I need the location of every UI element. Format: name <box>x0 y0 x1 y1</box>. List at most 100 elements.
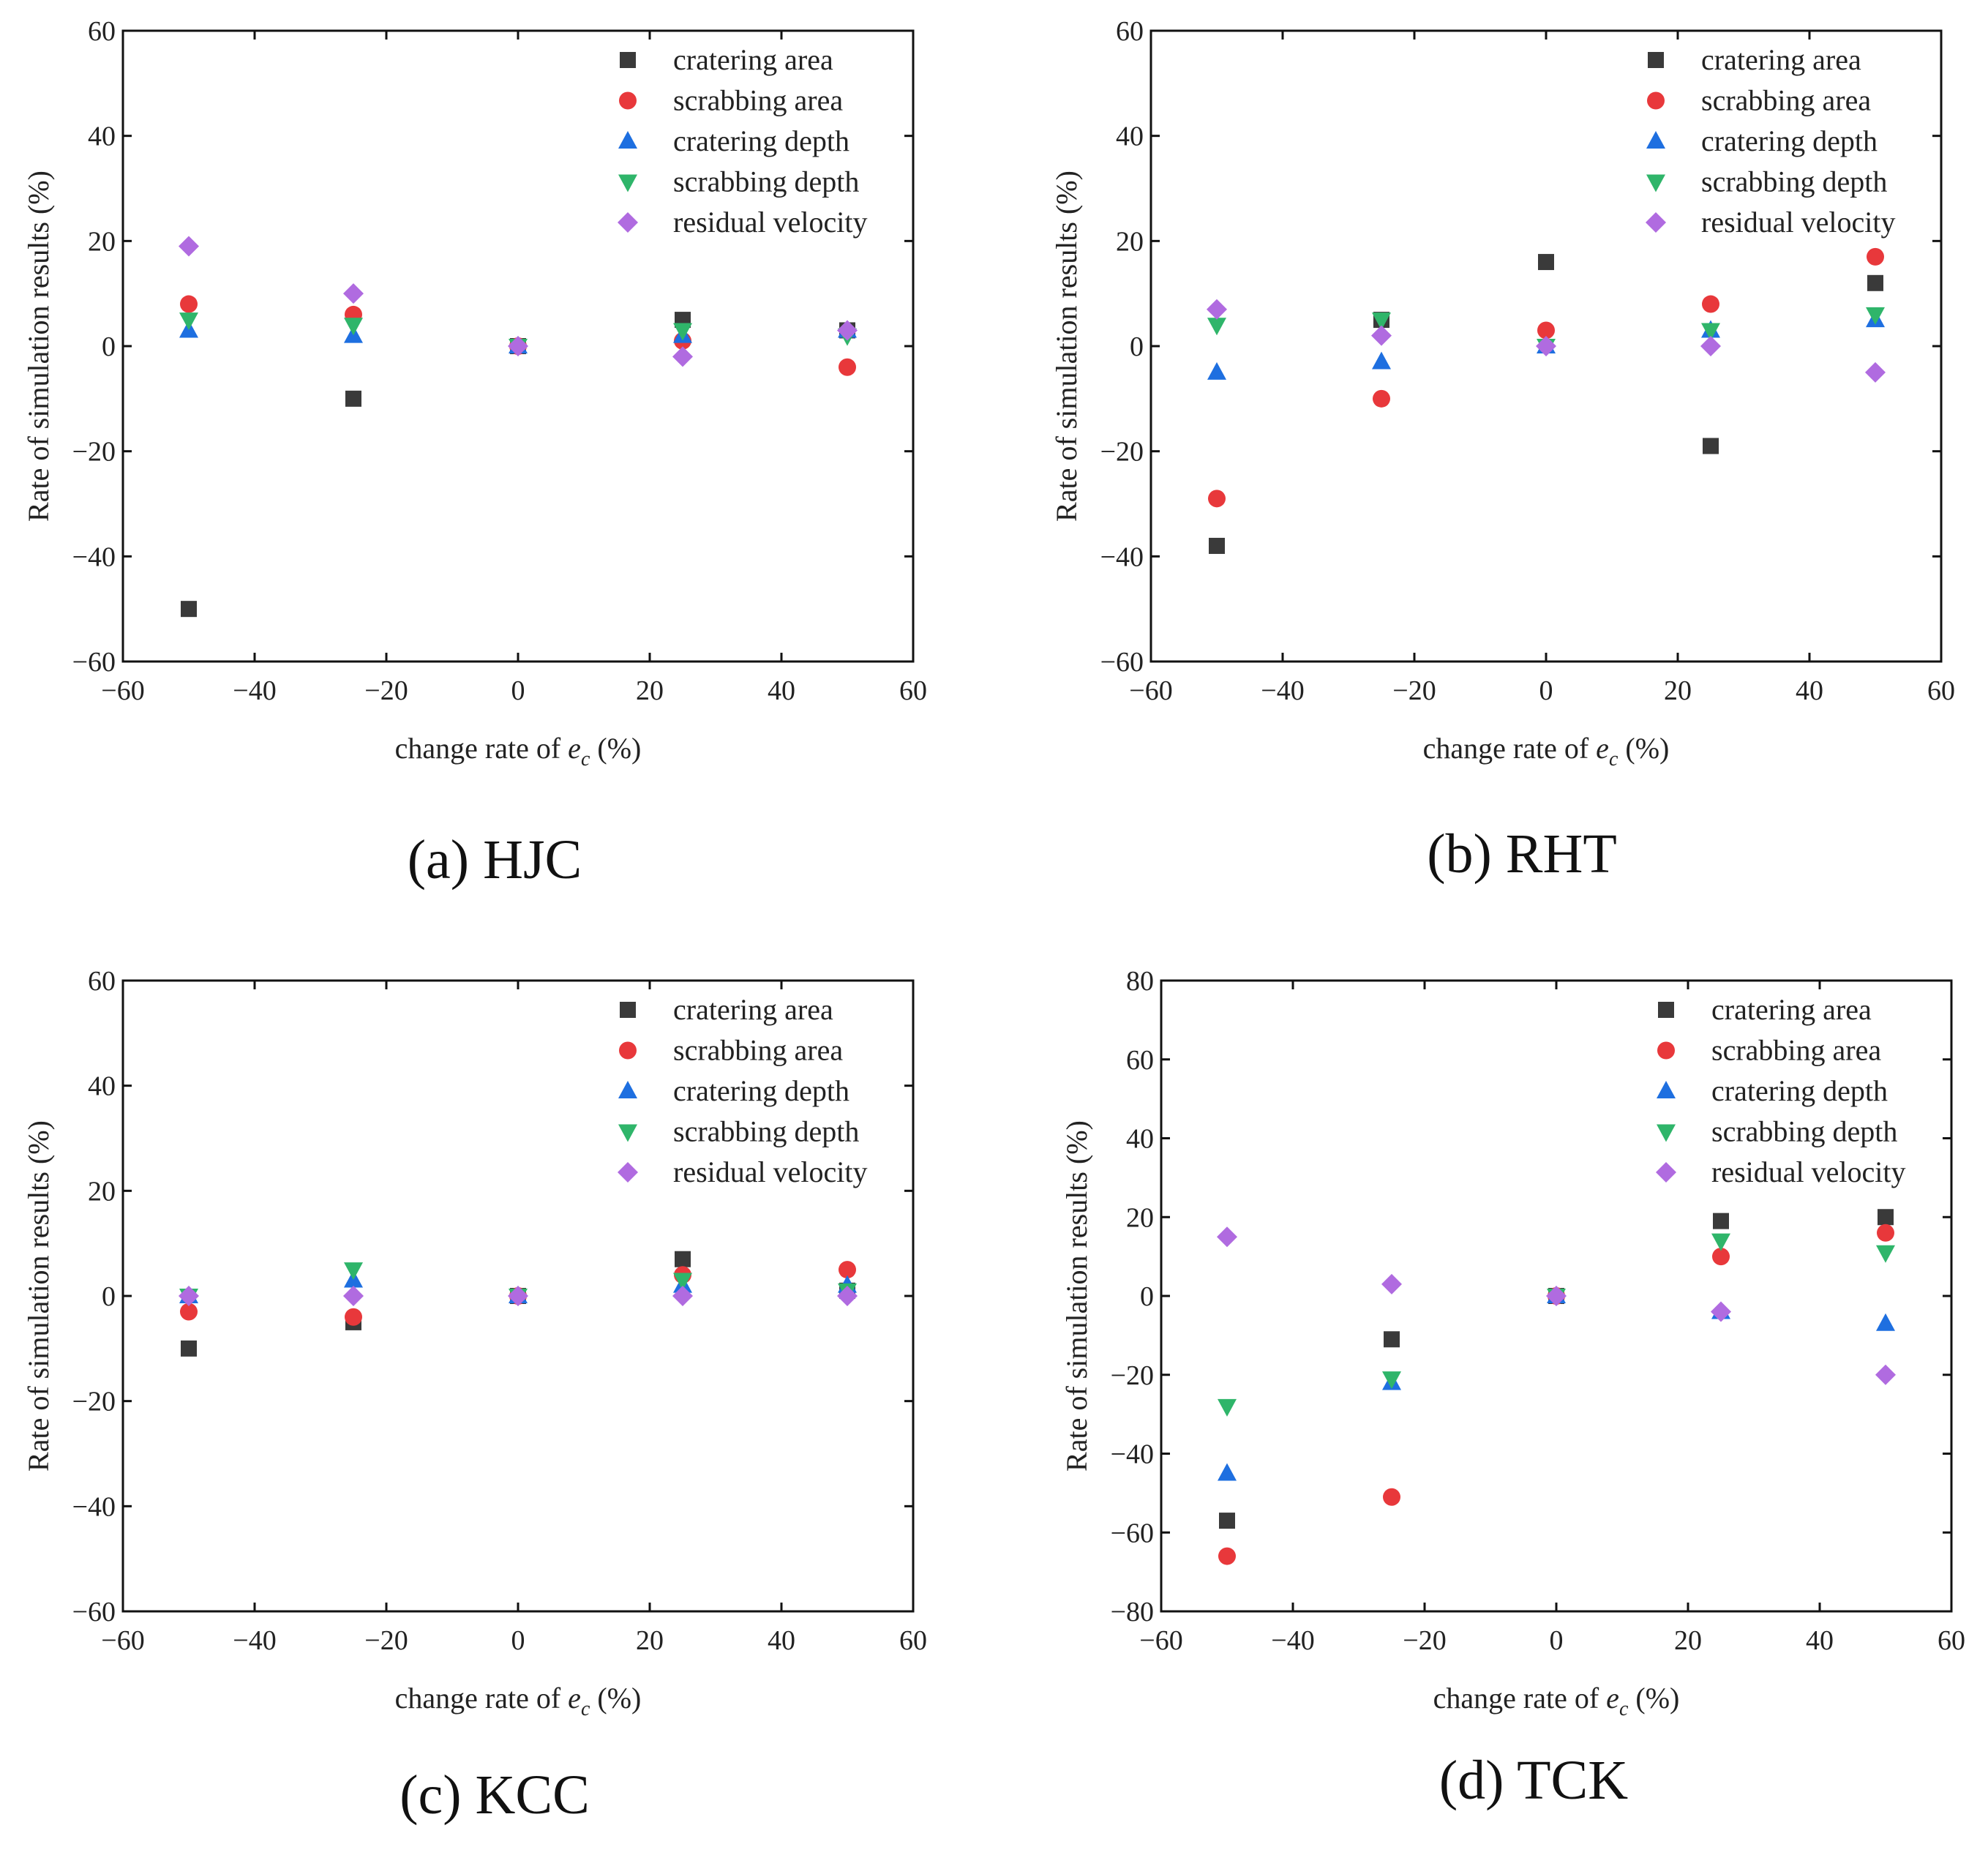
y-tick-label: −60 <box>1111 1518 1154 1548</box>
point-cratering-depth <box>1218 1463 1237 1481</box>
legend-label: residual velocity <box>673 206 867 239</box>
point-scrabbing-depth <box>179 312 198 331</box>
point-cratering-area <box>1219 1513 1235 1529</box>
x-tick-label: −60 <box>101 675 144 706</box>
point-cratering-depth <box>1876 1313 1895 1331</box>
legend-label: scrabbing area <box>1711 1034 1881 1067</box>
x-tick-label: 60 <box>899 675 927 706</box>
legend-marker-residual-velocity <box>1656 1162 1676 1183</box>
point-scrabbing-depth <box>344 1262 363 1281</box>
x-tick-label: 20 <box>636 675 664 706</box>
legend-marker-scrabbing-area <box>619 91 637 110</box>
y-tick-label: −20 <box>72 1387 116 1417</box>
point-cratering-area <box>1209 537 1225 554</box>
y-axis-title: Rate of simulation results (%) <box>1050 171 1083 522</box>
legend-marker-cratering-area <box>1648 52 1664 68</box>
point-scrabbing-area <box>1537 321 1555 340</box>
point-residual-velocity <box>1207 299 1227 320</box>
point-residual-velocity <box>1536 336 1556 356</box>
y-tick-label: 60 <box>88 16 116 47</box>
legend-marker-cratering-depth <box>1646 131 1665 149</box>
legend-label: scrabbing depth <box>673 165 859 198</box>
y-tick-label: −40 <box>1111 1439 1154 1470</box>
panel-caption: (c) KCC <box>400 1764 590 1826</box>
x-tick-label: 40 <box>768 1625 795 1656</box>
legend-label: residual velocity <box>1711 1155 1905 1188</box>
point-residual-velocity <box>672 346 693 367</box>
x-axis-title: change rate of ec (%) <box>1423 732 1670 771</box>
point-cratering-depth <box>1372 351 1391 370</box>
legend-marker-scrabbing-area <box>1647 91 1665 110</box>
point-scrabbing-area <box>1702 295 1719 313</box>
point-cratering-area <box>181 601 197 618</box>
y-tick-label: 0 <box>1130 331 1144 362</box>
y-tick-label: −20 <box>72 437 116 468</box>
legend-marker-scrabbing-area <box>1657 1041 1675 1060</box>
legend-label: cratering area <box>1711 993 1872 1026</box>
point-cratering-area <box>1878 1209 1894 1226</box>
legend-label: cratering area <box>673 993 833 1026</box>
point-cratering-area <box>1867 274 1883 291</box>
point-scrabbing-area <box>1712 1248 1730 1266</box>
x-tick-label: −20 <box>364 1625 408 1656</box>
y-tick-label: −40 <box>72 1491 116 1522</box>
point-scrabbing-area <box>1877 1224 1894 1242</box>
y-tick-label: 40 <box>88 121 116 152</box>
point-residual-velocity <box>1381 1273 1402 1294</box>
chart-panel-4: −60 −40 −20 0 20 40 60806040200−20−40−60−80Rat… <box>1060 966 1965 1811</box>
point-cratering-area <box>1703 438 1719 454</box>
x-tick-label: 20 <box>636 1625 664 1656</box>
point-residual-velocity <box>837 320 858 341</box>
point-residual-velocity <box>1217 1226 1237 1248</box>
x-tick-label: −60 <box>101 1625 144 1656</box>
point-residual-velocity <box>672 1286 693 1306</box>
legend-label: scrabbing area <box>673 84 843 117</box>
point-scrabbing-area <box>839 358 856 376</box>
point-scrabbing-depth <box>1876 1245 1895 1263</box>
x-tick-label: 0 <box>1550 1625 1564 1656</box>
y-tick-label: 40 <box>1126 1124 1154 1155</box>
point-residual-velocity <box>508 336 528 356</box>
y-axis-title: Rate of simulation results (%) <box>22 1120 55 1472</box>
point-scrabbing-depth <box>1218 1398 1237 1417</box>
chart-panel-3: −60 −40 −20 0 20 40 60 60 40 20 0 −20 −40 −60 Rate of … <box>22 966 927 1826</box>
y-tick-label: 20 <box>1116 226 1144 257</box>
y-tick-label: −60 <box>72 1597 116 1627</box>
point-cratering-depth <box>1207 361 1226 380</box>
x-tick-label: −40 <box>1271 1625 1314 1656</box>
panel-caption: (d) TCK <box>1439 1750 1628 1811</box>
x-tick-label: 0 <box>1539 675 1553 706</box>
legend-marker-cratering-area <box>1658 1002 1674 1018</box>
y-tick-label: 0 <box>102 1281 116 1312</box>
x-tick-label: −20 <box>1392 675 1436 706</box>
y-tick-label: −20 <box>1100 437 1144 468</box>
y-tick-label: 60 <box>1126 1045 1154 1076</box>
chart-panel-1: −60 −40 −20 0 20 40 60 60 40 20 0 −20 −40 −60 Rate of … <box>22 16 927 891</box>
point-cratering-area <box>1384 1331 1400 1348</box>
legend-label: cratering area <box>1701 43 1861 76</box>
y-tick-label: −60 <box>1100 647 1144 678</box>
point-scrabbing-depth <box>1701 323 1720 341</box>
legend-marker-residual-velocity <box>618 212 638 233</box>
point-scrabbing-area <box>180 295 198 313</box>
legend-marker-scrabbing-depth <box>618 174 637 192</box>
point-residual-velocity <box>343 1286 364 1306</box>
point-scrabbing-area <box>839 1261 856 1279</box>
x-tick-label: 40 <box>1806 1625 1834 1656</box>
y-tick-label: 40 <box>88 1071 116 1102</box>
x-tick-label: 20 <box>1674 1625 1702 1656</box>
legend-label: scrabbing depth <box>673 1115 859 1148</box>
point-scrabbing-depth <box>1207 318 1226 336</box>
legend-label: cratering depth <box>1701 124 1878 157</box>
point-cratering-area <box>1538 254 1554 271</box>
x-tick-label: 0 <box>511 1625 525 1656</box>
x-axis-title: change rate of ec (%) <box>395 732 642 771</box>
panel-caption: (b) RHT <box>1427 823 1617 885</box>
y-tick-label: 60 <box>1116 16 1144 47</box>
x-tick-label: 60 <box>899 1625 927 1656</box>
point-scrabbing-depth <box>1382 1371 1401 1390</box>
point-cratering-area <box>181 1340 197 1357</box>
point-residual-velocity <box>1546 1286 1567 1306</box>
point-scrabbing-depth <box>673 323 692 341</box>
